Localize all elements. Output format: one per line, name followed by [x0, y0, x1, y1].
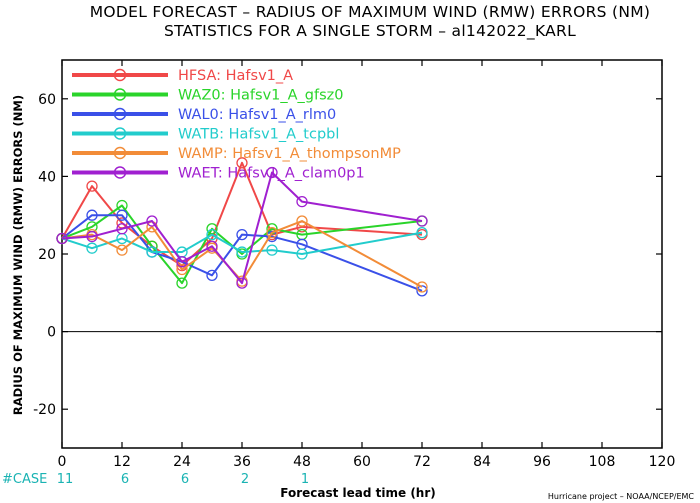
series-layer	[56, 157, 428, 297]
legend-label: WAZ0: Hafsv1_A_gfsz0	[178, 88, 344, 104]
y-tick-label: -20	[33, 402, 56, 418]
series-line-2	[61, 214, 423, 292]
case-count: 6	[181, 472, 189, 487]
case-counts: #CASE 11 6 6 2 1	[2, 472, 309, 487]
series-point	[296, 248, 308, 260]
x-tick-label: 84	[473, 454, 491, 470]
series-point	[176, 256, 188, 268]
series-point	[266, 244, 278, 256]
x-tick-label: 0	[58, 454, 67, 470]
series-point	[416, 227, 428, 239]
case-count: 2	[241, 472, 249, 487]
series-point	[176, 263, 188, 276]
legend-label: WATB: Hafsv1_A_tcpbl	[178, 127, 339, 143]
x-tick-label: 12	[113, 454, 131, 470]
series-point	[116, 244, 128, 256]
case-count: 1	[301, 472, 309, 487]
legend-marker	[113, 166, 127, 179]
case-count: 6	[121, 472, 129, 487]
series-point	[176, 277, 188, 289]
series-point	[416, 281, 428, 293]
series-point	[116, 209, 128, 221]
legend-marker	[113, 68, 127, 82]
series-point	[236, 277, 248, 289]
series-point	[86, 230, 98, 243]
series-point	[146, 215, 158, 227]
x-tick-label: 36	[233, 454, 251, 470]
series-point	[236, 228, 248, 241]
case-count: 11	[57, 472, 74, 487]
series-line-5	[61, 171, 423, 285]
legend-marker	[113, 107, 127, 121]
chart-subtitle: STATISTICS FOR A SINGLE STORM – al142022…	[164, 22, 576, 41]
x-axis: 0 12 24 36 48 60 72 84 96 108 120	[58, 60, 676, 470]
series-point	[266, 227, 278, 239]
y-tick-label: 0	[47, 325, 56, 341]
credit-text: Hurricane project – NOAA/NCEP/EMC	[548, 492, 695, 501]
series-point	[86, 209, 98, 221]
series-point	[296, 215, 308, 227]
x-tick-label: 60	[353, 454, 371, 470]
x-tick-label: 72	[413, 454, 431, 470]
x-axis-label: Forecast lead time (hr)	[280, 486, 436, 500]
y-tick-label: 60	[38, 92, 56, 108]
series-point	[236, 157, 248, 169]
x-tick-label: 108	[589, 454, 616, 470]
legend-marker	[113, 146, 127, 160]
series-point	[266, 166, 278, 179]
y-tick-label: 20	[38, 247, 56, 263]
y-tick-label: 40	[38, 169, 56, 185]
legend-marker	[113, 127, 127, 140]
series-point	[146, 246, 158, 258]
x-tick-label: 120	[649, 454, 676, 470]
x-tick-label: 48	[293, 454, 311, 470]
legend-label: WAMP: Hafsv1_A_thompsonMP	[178, 146, 401, 162]
legend-marker	[113, 88, 127, 101]
series-point	[206, 228, 218, 241]
series-point	[206, 269, 218, 281]
series-point	[266, 230, 278, 243]
case-label: #CASE	[2, 472, 47, 487]
legend: HFSA: Hafsv1_A WAZ0: Hafsv1_A_gfsz0 WAL0: …	[72, 68, 401, 182]
series-point	[56, 232, 68, 245]
series-point	[236, 246, 248, 258]
legend-label: WAET: Hafsv1_A_clam0p1	[178, 166, 365, 182]
x-tick-label: 24	[173, 454, 191, 470]
series-point	[296, 195, 308, 208]
series-point	[86, 242, 98, 254]
legend-label: WAL0: Hafsv1_A_rlm0	[178, 107, 336, 123]
series-line-4	[61, 220, 423, 288]
series-point	[416, 215, 428, 227]
y-axis: -20 0 20 40 60	[33, 92, 662, 418]
legend-label: HFSA: Hafsv1_A	[178, 68, 293, 84]
chart-title: MODEL FORECAST – RADIUS OF MAXIMUM WIND …	[90, 3, 651, 21]
series-point	[86, 180, 98, 192]
series-point	[206, 240, 218, 252]
y-axis-label: RADIUS OF MAXIMUM WIND (RMW) ERRORS (NM)	[11, 95, 25, 415]
series-point	[116, 223, 128, 235]
x-tick-label: 96	[533, 454, 551, 470]
